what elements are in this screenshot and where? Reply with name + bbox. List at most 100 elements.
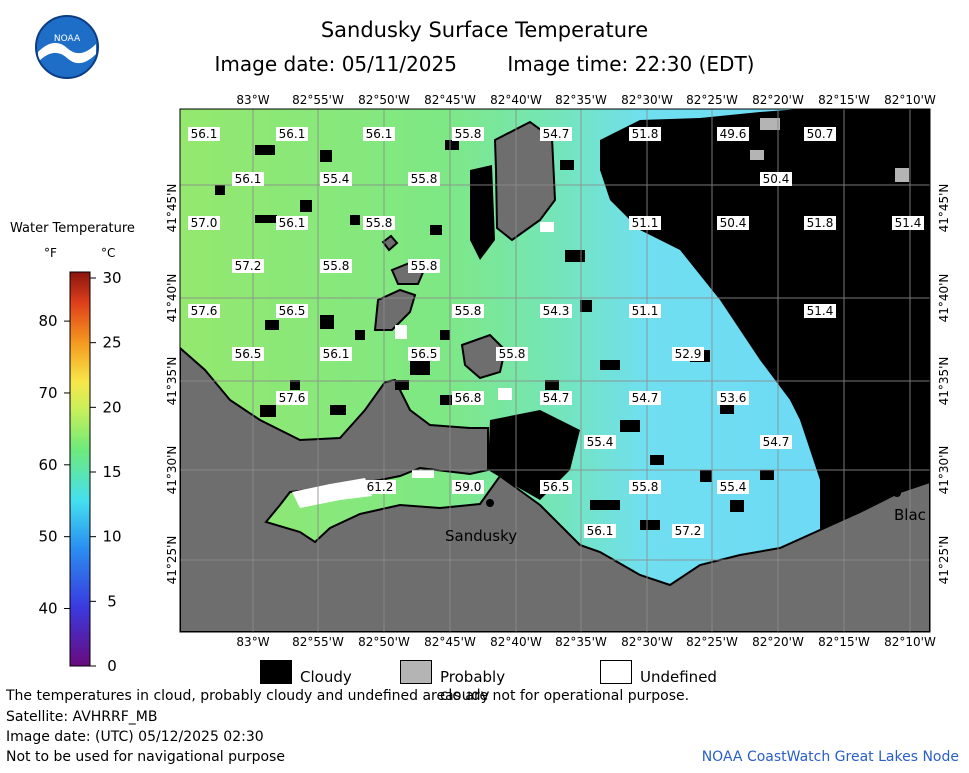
cloud-region (488, 410, 580, 500)
longitude-label: 82°30'W (621, 93, 673, 107)
temperature-label-bg (540, 304, 572, 318)
latitude-label: 41°30'N (165, 446, 179, 495)
temperature-label: 54.7 (543, 127, 570, 141)
temperature-label-bg (452, 480, 484, 494)
temperature-label: 56.8 (455, 391, 482, 405)
celsius-tick-label: 20 (102, 398, 121, 416)
temperature-label: 55.4 (323, 172, 350, 186)
fahrenheit-tick-label: 40 (38, 600, 57, 618)
temperature-label: 55.4 (720, 480, 747, 494)
place-label-sandusky: Sandusky (445, 527, 517, 545)
temperature-label: 56.1 (323, 347, 350, 361)
temperature-label: 54.7 (632, 391, 659, 405)
island (381, 234, 399, 252)
city-marker (893, 489, 901, 497)
temperature-label-bg (232, 172, 264, 186)
temperature-label: 57.0 (191, 216, 218, 230)
temperature-label-bg (672, 347, 704, 361)
temperature-label-bg (717, 127, 749, 141)
cloudy-swatch (260, 660, 292, 684)
temperature-label-bg (276, 391, 308, 405)
navigation-warning: Not to be used for navigational purpose (6, 749, 285, 765)
temperature-label-bg (320, 347, 352, 361)
temperature-label: 50.4 (720, 216, 747, 230)
temperature-label: 53.6 (720, 391, 747, 405)
temperature-label-bg (629, 480, 661, 494)
temperature-label-bg (320, 172, 352, 186)
temperature-labels: 56.1 56.1 56.1 55.8 54.7 51.8 49.6 50.7 56.1 55.4… (188, 127, 924, 538)
image-time: Image time: 22:30 (EDT) (507, 52, 755, 76)
disclaimer-note: The temperatures in cloud, probably clou… (6, 688, 690, 704)
temperature-label: 54.7 (763, 435, 790, 449)
temperature-label-bg (629, 216, 661, 230)
probably-cloudy-region (895, 168, 909, 182)
probably-cloudy-label: Probably cloudy (440, 668, 506, 704)
temperature-label: 51.4 (895, 216, 922, 230)
temperature-label-bg (804, 304, 836, 318)
undefined-region (395, 325, 407, 339)
celsius-tick-label: 15 (102, 463, 121, 481)
longitude-labels-top: 83°W 82°55'W 82°50'W 82°45'W 82°40'W 82°35'W 8… (236, 93, 936, 107)
temperature-label: 55.8 (411, 259, 438, 273)
celsius-tick-label: 10 (102, 528, 121, 546)
temperature-label: 56.1 (235, 172, 262, 186)
legend-unit-f: °F (44, 246, 57, 260)
celsius-tick-label: 30 (102, 269, 121, 287)
place-label-blac: Blac (894, 506, 926, 524)
longitude-label: 82°25'W (686, 635, 738, 649)
temperature-label: 55.8 (632, 480, 659, 494)
fahrenheit-tick-label: 60 (38, 456, 57, 474)
temperature-label: 56.5 (543, 480, 570, 494)
undefined-region (540, 222, 554, 232)
noaa-logo: NOAA (35, 15, 99, 79)
longitude-label: 82°20'W (752, 93, 804, 107)
longitude-label: 82°35'W (555, 635, 607, 649)
fahrenheit-tick-label: 80 (38, 312, 57, 330)
temperature-label-bg (408, 347, 440, 361)
cloudy-label: Cloudy (300, 668, 352, 686)
temperature-label: 57.6 (191, 304, 218, 318)
longitude-label: 82°20'W (752, 635, 804, 649)
latitude-label: 41°25'N (165, 536, 179, 585)
satellite-info: Satellite: AVHRRF_MB (6, 709, 158, 725)
temperature-label-bg (540, 127, 572, 141)
temperature-label-bg (408, 259, 440, 273)
temperature-label-bg (320, 259, 352, 273)
temperature-label-bg (760, 435, 792, 449)
temperature-label-bg (629, 127, 661, 141)
credit-link[interactable]: NOAA CoastWatch Great Lakes Node (701, 749, 959, 765)
temperature-label-bg (672, 524, 704, 538)
temperature-color-scale (69, 271, 91, 667)
temperature-label-bg (629, 391, 661, 405)
longitude-label: 83°W (236, 635, 269, 649)
temperature-label: 61.2 (367, 480, 394, 494)
latitude-labels-left: 41°45'N 41°40'N 41°35'N 41°30'N 41°25'N (165, 184, 179, 585)
longitude-label: 82°45'W (424, 635, 476, 649)
island (460, 333, 507, 380)
longitude-label: 82°55'W (292, 93, 344, 107)
temperature-label: 57.6 (279, 391, 306, 405)
longitude-label: 82°50'W (358, 93, 410, 107)
temperature-label: 50.7 (807, 127, 834, 141)
latitude-label: 41°45'N (165, 184, 179, 233)
celsius-tick-label: 25 (102, 334, 121, 352)
temperature-label: 49.6 (720, 127, 747, 141)
cloud-region (600, 109, 930, 530)
longitude-label: 82°15'W (818, 635, 870, 649)
temperature-label-bg (496, 347, 528, 361)
temperature-label-bg (804, 127, 836, 141)
undefined-label: Undefined (640, 668, 717, 686)
fahrenheit-tick-label: 70 (38, 384, 57, 402)
temperature-label: 56.5 (411, 347, 438, 361)
probably-cloudy-region (760, 118, 780, 130)
longitude-label: 82°35'W (555, 93, 607, 107)
temperature-label: 57.2 (675, 524, 702, 538)
temperature-label-bg (717, 216, 749, 230)
temperature-label-bg (452, 127, 484, 141)
longitude-labels-bottom: 83°W 82°55'W 82°50'W 82°45'W 82°40'W 82°35'W 8… (236, 635, 936, 649)
probably-cloudy-region (750, 150, 764, 160)
temperature-label: 57.2 (235, 259, 262, 273)
longitude-label: 82°15'W (818, 93, 870, 107)
temperature-label-bg (232, 347, 264, 361)
undefined-region (412, 470, 434, 478)
